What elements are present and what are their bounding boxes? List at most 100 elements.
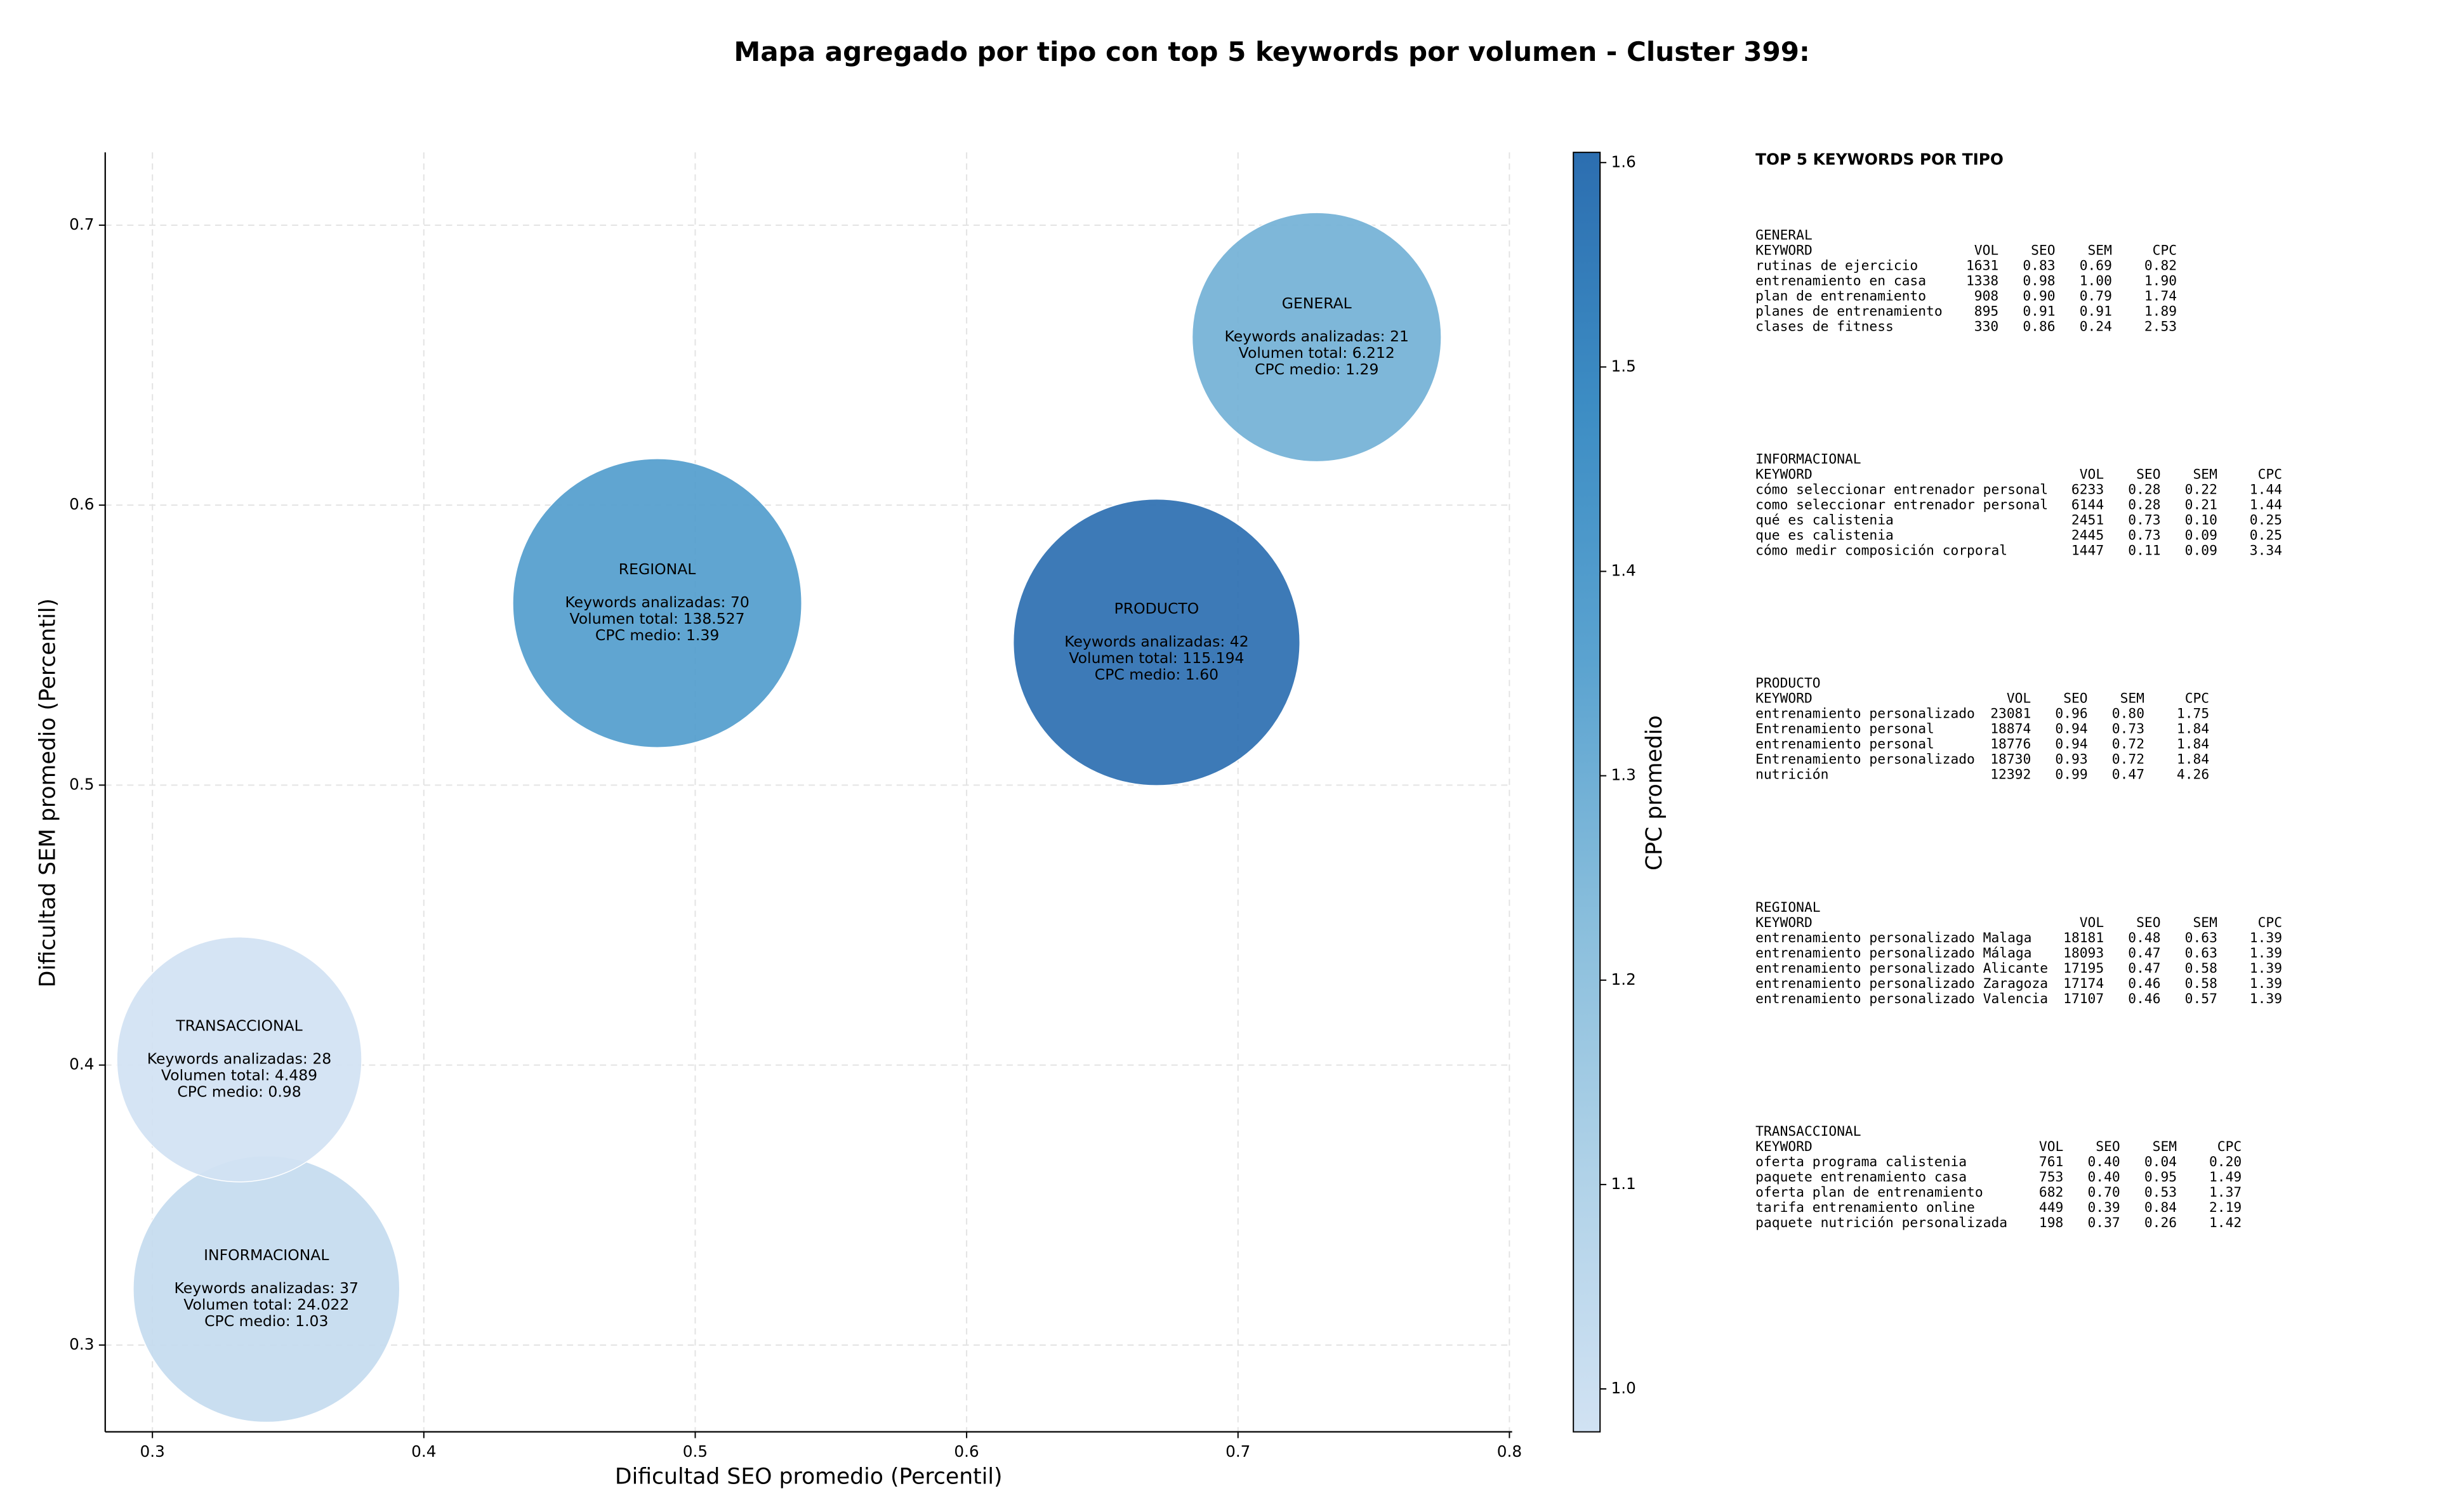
table-cell: rutinas de ejercicio xyxy=(1755,258,1918,273)
table-cell: 753 xyxy=(2039,1169,2063,1185)
table-header: VOL xyxy=(2039,1139,2063,1155)
colorbar-label: CPC promedio xyxy=(1642,715,1667,871)
table-cell: entrenamiento personalizado xyxy=(1755,706,1975,722)
table-cell: 2445 xyxy=(2071,527,2104,543)
table-cell: 0.80 xyxy=(2112,706,2144,722)
table-header: CPC xyxy=(2153,242,2177,258)
table-cell: 0.37 xyxy=(2087,1215,2120,1231)
table-cell: 0.72 xyxy=(2112,752,2144,768)
table-cell: 0.47 xyxy=(2112,767,2144,783)
table-cell: 0.73 xyxy=(2128,527,2160,543)
table-header: SEO xyxy=(2031,242,2055,258)
table-cell: entrenamiento personalizado Malaga xyxy=(1755,930,2031,946)
table-cell: 0.82 xyxy=(2144,258,2177,273)
table-header: KEYWORD xyxy=(1755,1139,1813,1155)
block-name: TRANSACCIONAL xyxy=(1755,1124,1861,1140)
colorbar-tick-label: 1.6 xyxy=(1611,152,1636,171)
table-cell: 0.47 xyxy=(2128,961,2160,976)
table-header: KEYWORD xyxy=(1755,915,1813,931)
table-cell: 0.24 xyxy=(2080,319,2112,334)
bubble-label: Volumen total: 24.022 xyxy=(183,1296,349,1313)
panel-title: TOP 5 KEYWORDS POR TIPO xyxy=(1755,150,2004,169)
table-cell: entrenamiento personalizado Málaga xyxy=(1755,945,2031,961)
table-cell: 0.94 xyxy=(2055,737,2087,753)
table-cell: 18181 xyxy=(2063,930,2104,946)
y-tick-label: 0.6 xyxy=(69,495,94,513)
table-cell: 0.09 xyxy=(2185,542,2217,558)
x-tick-label: 0.5 xyxy=(683,1442,708,1461)
table-cell: 1.39 xyxy=(2250,930,2282,946)
table-cell: 1.49 xyxy=(2209,1169,2242,1185)
table-cell: 0.98 xyxy=(2023,273,2055,289)
table-cell: planes de entrenamiento xyxy=(1755,303,1942,319)
table-cell: qué es calistenia xyxy=(1755,512,1894,528)
table-cell: 761 xyxy=(2039,1154,2063,1170)
table-cell: 6144 xyxy=(2071,497,2104,513)
table-cell: 0.47 xyxy=(2128,945,2160,961)
table-cell: 1.75 xyxy=(2177,706,2209,722)
table-cell: 0.79 xyxy=(2080,288,2112,304)
colorbar-tick-label: 1.1 xyxy=(1611,1174,1636,1193)
table-cell: 0.73 xyxy=(2112,721,2144,737)
table-header: SEM xyxy=(2193,466,2217,482)
table-cell: 2.53 xyxy=(2144,319,2177,334)
block-name: PRODUCTO xyxy=(1755,676,1820,692)
x-tick-label: 0.6 xyxy=(954,1442,979,1461)
table-cell: 1.90 xyxy=(2144,273,2177,289)
bubble-name: TRANSACCIONAL xyxy=(175,1016,302,1034)
table-cell: 0.63 xyxy=(2185,945,2217,961)
colorbar-tick-label: 1.2 xyxy=(1611,970,1636,989)
table-cell: 1.44 xyxy=(2250,482,2282,497)
colorbar-tick-label: 1.5 xyxy=(1611,357,1636,375)
table-cell: 6233 xyxy=(2071,482,2104,497)
colorbar xyxy=(1573,152,1601,1433)
table-cell: nutrición xyxy=(1755,767,1828,783)
bubble-label: Keywords analizadas: 21 xyxy=(1225,327,1409,345)
bubble-label: CPC medio: 1.29 xyxy=(1255,360,1378,378)
table-cell: 0.63 xyxy=(2185,930,2217,946)
table-cell: 0.04 xyxy=(2144,1154,2177,1170)
table-cell: 449 xyxy=(2039,1200,2063,1216)
table-cell: 1631 xyxy=(1966,258,1998,273)
table-cell: 682 xyxy=(2039,1185,2063,1200)
bubble-label: Keywords analizadas: 42 xyxy=(1064,633,1248,650)
table-cell: cómo seleccionar entrenador personal xyxy=(1755,482,2048,497)
table-cell: 1.39 xyxy=(2250,976,2282,992)
table-cell: 1.89 xyxy=(2144,303,2177,319)
table-cell: 0.46 xyxy=(2128,976,2160,992)
bubble-label: CPC medio: 1.39 xyxy=(595,626,719,644)
colorbar-tick-label: 1.4 xyxy=(1611,562,1636,580)
table-cell: oferta programa calistenia xyxy=(1755,1154,1967,1170)
block-name: REGIONAL xyxy=(1755,900,1820,916)
bubble-name: PRODUCTO xyxy=(1114,600,1199,617)
table-cell: 0.46 xyxy=(2128,991,2160,1007)
table-cell: 330 xyxy=(1974,319,1998,334)
table-cell: 0.11 xyxy=(2128,542,2160,558)
y-tick-label: 0.4 xyxy=(69,1055,94,1074)
x-tick-label: 0.8 xyxy=(1497,1442,1522,1461)
bubble xyxy=(1012,498,1300,786)
bubble-label: Volumen total: 115.194 xyxy=(1069,649,1244,667)
table-cell: 0.99 xyxy=(2055,767,2087,783)
table-cell: 18730 xyxy=(1990,752,2031,768)
table-cell: 1.39 xyxy=(2250,961,2282,976)
table-cell: 0.57 xyxy=(2185,991,2217,1007)
table-cell: 0.90 xyxy=(2023,288,2055,304)
table-cell: 0.69 xyxy=(2080,258,2112,273)
table-cell: como seleccionar entrenador personal xyxy=(1755,497,2048,513)
y-tick-label: 0.5 xyxy=(69,775,94,793)
table-cell: 1.39 xyxy=(2250,945,2282,961)
table-cell: cómo medir composición corporal xyxy=(1755,542,2007,558)
colorbar-tick-label: 1.3 xyxy=(1611,766,1636,784)
y-tick-label: 0.7 xyxy=(69,215,94,233)
table-cell: 0.84 xyxy=(2144,1200,2177,1216)
colorbar-tick-label: 1.0 xyxy=(1611,1379,1636,1397)
table-header: VOL xyxy=(2007,691,2031,707)
table-cell: 0.40 xyxy=(2087,1169,2120,1185)
table-cell: 1.00 xyxy=(2080,273,2112,289)
x-tick-label: 0.4 xyxy=(411,1442,436,1461)
table-cell: 0.40 xyxy=(2087,1154,2120,1170)
x-axis-label: Dificultad SEO promedio (Percentil) xyxy=(615,1464,1003,1489)
table-cell: 1.84 xyxy=(2177,721,2209,737)
table-header: VOL xyxy=(2080,466,2104,482)
